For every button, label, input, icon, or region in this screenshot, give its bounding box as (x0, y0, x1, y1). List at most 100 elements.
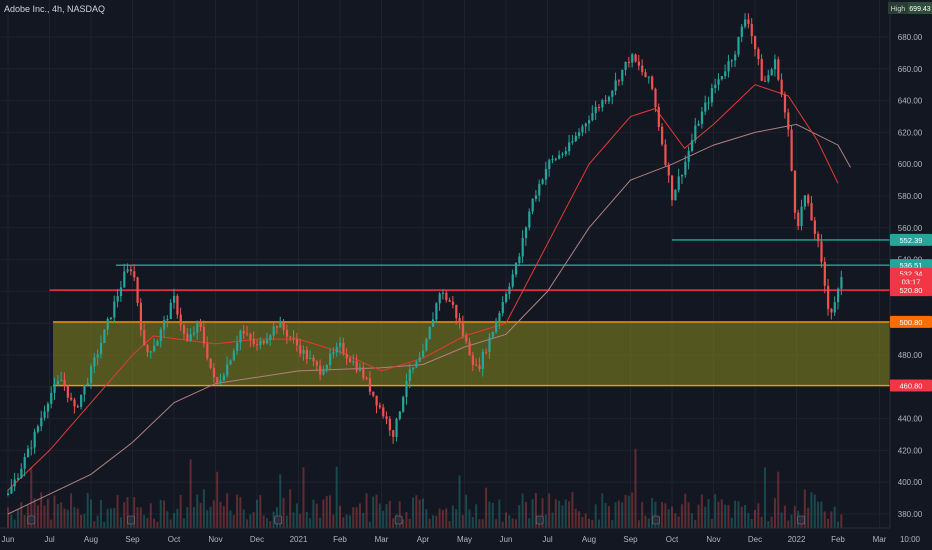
volume-bar (176, 508, 179, 528)
candle-body (734, 54, 737, 61)
candle-body (787, 112, 790, 130)
volume-bar (720, 499, 723, 528)
volume-bar (435, 515, 438, 528)
candle-body (690, 140, 694, 151)
candle-body (36, 426, 40, 432)
volume-bar (332, 514, 335, 528)
volume-bar (501, 521, 504, 528)
volume-bar (242, 509, 245, 528)
price-tag-label: High (891, 6, 906, 13)
candle-body (156, 341, 159, 346)
candle-body (455, 304, 458, 319)
candle-body (754, 36, 757, 50)
candle-body (249, 334, 252, 340)
candle-body (611, 90, 614, 97)
candle-body (173, 295, 176, 303)
volume-bar (478, 519, 481, 528)
volume-bar (339, 505, 341, 528)
volume-bar (661, 501, 664, 528)
candle-body (837, 288, 840, 303)
volume-bar (153, 518, 156, 528)
volume-bar (179, 494, 182, 528)
candle-body (717, 79, 720, 85)
price-tag-value: 03:17 (902, 277, 921, 286)
candle-body (252, 339, 255, 345)
price-tag: 520.80 (890, 284, 932, 297)
volume-bar (173, 512, 175, 528)
volume-bar (289, 489, 292, 528)
x-tick-label: Sep (623, 535, 638, 544)
volume-bar (677, 516, 680, 528)
event-marker (652, 515, 660, 525)
time-axis[interactable]: Jun Jul Aug Sep Oct Nov Dec 2021 Feb Mar Apr May Jun… (0, 527, 932, 550)
volume-bar (13, 519, 16, 528)
candle-body (50, 392, 53, 404)
volume-bar (116, 495, 119, 528)
candle-body (216, 377, 219, 383)
volume-bar (159, 499, 162, 528)
candle-body (388, 418, 391, 431)
candle-body (471, 355, 474, 365)
volume-bar (249, 514, 252, 528)
volume-bar (139, 507, 142, 528)
volume-bar (541, 498, 544, 528)
price-tag-value: 500.80 (900, 318, 923, 327)
candle-body (289, 336, 292, 338)
volume-bar (637, 520, 640, 528)
volume-bar (773, 498, 776, 528)
volume-bar (93, 521, 96, 528)
volume-bar (56, 503, 59, 528)
volume-bar (63, 508, 66, 528)
candle-body (807, 195, 810, 204)
candle-body (445, 292, 448, 301)
price-tag-value: 536.51 (900, 261, 923, 270)
volume-bar (206, 510, 209, 528)
volume-bar (329, 495, 332, 528)
candle-body (176, 295, 179, 315)
candle-body (833, 302, 836, 313)
volume-bar (807, 507, 810, 528)
candle-body (378, 405, 382, 408)
volume-bar (259, 494, 262, 528)
candle-body (398, 411, 401, 419)
volume-bar (7, 507, 9, 528)
candle-body (292, 337, 295, 339)
candle-body (96, 354, 99, 358)
volume-bar (279, 474, 282, 528)
volume-bar (495, 519, 498, 528)
x-tick-label: 2021 (290, 535, 308, 544)
candle-body (143, 329, 146, 346)
candle-body (322, 370, 325, 375)
candle-body (212, 367, 216, 378)
volume-bar (641, 502, 644, 528)
y-tick-label: 680.00 (898, 33, 923, 42)
volume-bar (23, 514, 26, 528)
volume-bar (707, 499, 710, 528)
candle-body (521, 238, 524, 257)
candle-body (239, 331, 242, 343)
volume-bar (216, 471, 219, 528)
volume-bar (690, 513, 693, 528)
candle-body (564, 151, 567, 154)
volume-bar (146, 517, 149, 528)
candle-body (26, 448, 30, 458)
volume-bar (561, 505, 564, 528)
candle-body (591, 113, 594, 121)
volume-bar (212, 500, 215, 528)
candle-body (60, 379, 63, 382)
candle-body (365, 377, 368, 379)
candle-body (617, 80, 621, 82)
candle-body (813, 220, 816, 234)
candle-body (538, 183, 541, 196)
candle-body (498, 313, 501, 322)
price-tag: High 699.43 (888, 2, 932, 14)
volume-bar (710, 519, 713, 528)
candle-body (99, 342, 103, 355)
volume-bar (594, 504, 597, 528)
volume-bar (840, 514, 843, 528)
candle-body (133, 271, 136, 278)
volume-bar (40, 492, 43, 528)
x-tick-label: 2022 (788, 535, 806, 544)
